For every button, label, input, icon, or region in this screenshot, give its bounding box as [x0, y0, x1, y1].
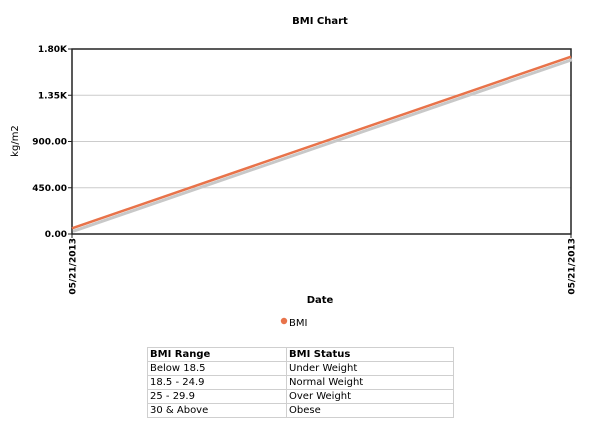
x-axis-label: Date: [307, 295, 334, 306]
table-row: 30 & Above Obese: [147, 403, 454, 418]
y-axis-label: kg/m2: [10, 125, 21, 157]
series-layer: [71, 55, 573, 233]
bmi-range-cell: Below 18.5: [147, 361, 287, 376]
series-line-bmi: [71, 55, 572, 230]
legend-marker: [280, 317, 288, 325]
bmi-range-cell: 18.5 - 24.9: [147, 375, 287, 390]
y-tick-label: 0.00: [45, 230, 67, 240]
x-tick-label: 05/21/2013: [69, 238, 79, 295]
x-axis-ticks: 05/21/2013 05/21/2013: [69, 234, 578, 295]
y-tick-label: 1.35K: [38, 91, 68, 101]
x-tick-label: 05/21/2013: [568, 238, 578, 295]
bmi-status-cell: Obese: [286, 403, 454, 418]
legend: BMI: [280, 317, 307, 329]
bmi-status-cell: Under Weight: [286, 361, 454, 376]
legend-label-bmi: BMI: [289, 318, 307, 329]
bmi-range-table: BMI Range BMI Status Below 18.5 Under We…: [147, 347, 454, 418]
header-bmi-status: BMI Status: [286, 347, 454, 362]
bmi-range-cell: 30 & Above: [147, 403, 287, 418]
bmi-status-cell: Normal Weight: [286, 375, 454, 390]
y-tick-label: 1.80K: [38, 45, 68, 55]
bmi-status-cell: Over Weight: [286, 389, 454, 404]
bmi-chart: BMI Chart 0.00 450.00 900.00 1.35K 1.80K 05/…: [10, 16, 578, 329]
table-row: 25 - 29.9 Over Weight: [147, 389, 454, 404]
bmi-range-cell: 25 - 29.9: [147, 389, 287, 404]
y-tick-label: 450.00: [32, 184, 67, 194]
y-axis-ticks: 0.00 450.00 900.00 1.35K 1.80K: [32, 45, 72, 240]
table-header-row: BMI Range BMI Status: [147, 347, 454, 362]
header-bmi-range: BMI Range: [147, 347, 287, 362]
series-shadow-bmi: [72, 58, 573, 233]
table-row: 18.5 - 24.9 Normal Weight: [147, 375, 454, 390]
chart-title: BMI Chart: [292, 16, 348, 27]
table-row: Below 18.5 Under Weight: [147, 361, 454, 376]
y-tick-label: 900.00: [32, 138, 67, 148]
